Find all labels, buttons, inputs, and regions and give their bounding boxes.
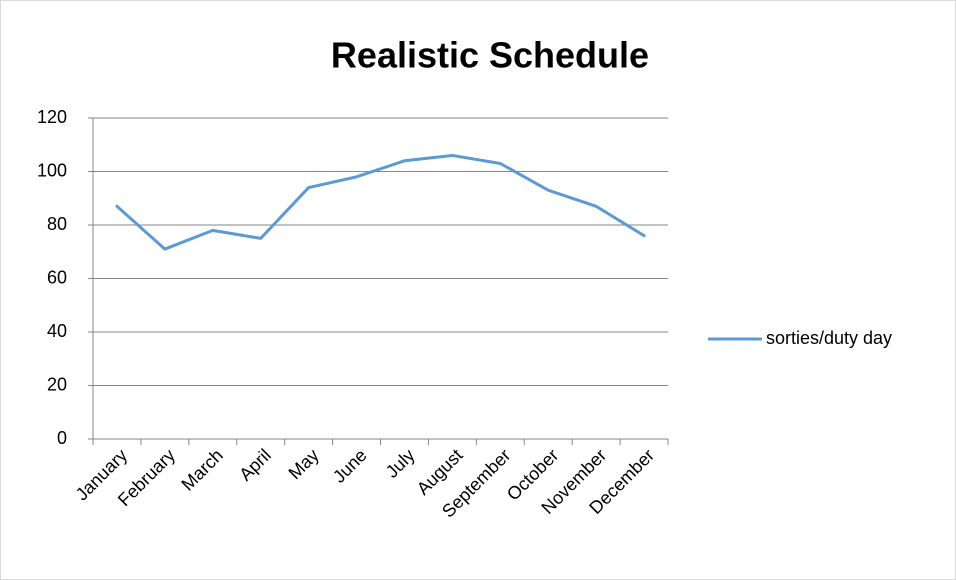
y-tick-label: 40 [47, 321, 67, 341]
legend-label: sorties/duty day [766, 328, 892, 348]
chart-title: Realistic Schedule [331, 35, 649, 76]
y-tick-label: 60 [47, 267, 67, 287]
line-series [115, 153, 646, 251]
y-tick-label: 0 [57, 428, 67, 448]
y-tick-label: 80 [47, 214, 67, 234]
y-tick-label: 20 [47, 374, 67, 394]
y-tick-label: 120 [37, 107, 67, 127]
y-tick-label: 100 [37, 160, 67, 180]
